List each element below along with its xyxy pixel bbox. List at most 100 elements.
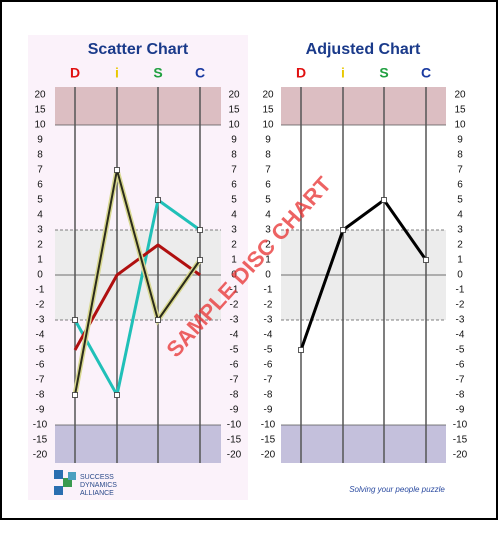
y-tick-label: 9 [231, 135, 237, 146]
point-marker [298, 347, 304, 353]
y-tick-label: 20 [262, 90, 274, 101]
y-tick-label: 20 [228, 90, 240, 101]
point-marker [381, 197, 387, 203]
y-tick-label: -8 [230, 390, 239, 401]
y-tick-label: 1 [265, 255, 271, 266]
y-tick-label: -1 [264, 285, 273, 296]
logo-text: SUCCESS [80, 474, 114, 481]
y-tick-label: 3 [37, 225, 43, 236]
y-tick-label: 4 [37, 210, 43, 221]
y-tick-label: 7 [37, 165, 43, 176]
y-tick-label: -10 [227, 420, 242, 431]
series-line [74, 169, 201, 396]
band [55, 425, 221, 463]
y-tick-label: -5 [264, 345, 273, 356]
y-tick-label: -1 [230, 285, 239, 296]
logo-piece [63, 478, 72, 487]
y-tick-label: -4 [264, 330, 273, 341]
category-label: D [70, 65, 80, 81]
y-tick-label: 10 [34, 120, 46, 131]
point-marker [72, 317, 78, 323]
series-line [73, 243, 201, 351]
y-tick-label: 7 [265, 165, 271, 176]
y-tick-label: 1 [231, 255, 237, 266]
y-tick-label: 2 [457, 240, 463, 251]
y-tick-label: -6 [230, 360, 239, 371]
y-tick-label: 9 [457, 135, 463, 146]
point-marker [72, 392, 78, 398]
tagline: Solving your people puzzle [349, 485, 445, 494]
logo-piece [54, 470, 63, 479]
y-tick-label: -7 [36, 375, 45, 386]
y-tick-label: 8 [37, 150, 43, 161]
y-tick-label: 10 [262, 120, 274, 131]
y-tick-label: 3 [231, 225, 237, 236]
point-marker [423, 257, 429, 263]
y-tick-label: -2 [230, 300, 239, 311]
y-tick-label: -4 [456, 330, 465, 341]
logo-piece [54, 486, 63, 495]
point-marker [114, 167, 120, 173]
y-tick-label: -1 [456, 285, 465, 296]
y-tick-label: -1 [36, 285, 45, 296]
y-tick-label: -2 [264, 300, 273, 311]
y-tick-label: 20 [34, 90, 46, 101]
y-tick-label: -8 [36, 390, 45, 401]
y-tick-label: -6 [456, 360, 465, 371]
y-tick-label: -15 [227, 435, 242, 446]
logo-text: DYNAMICS [80, 482, 117, 489]
y-tick-label: 15 [34, 105, 46, 116]
y-tick-label: -8 [264, 390, 273, 401]
y-tick-label: 3 [457, 225, 463, 236]
y-tick-label: 6 [37, 180, 43, 191]
y-tick-label: -7 [456, 375, 465, 386]
y-tick-label: -2 [456, 300, 465, 311]
y-tick-label: -4 [36, 330, 45, 341]
y-tick-label: 0 [231, 270, 237, 281]
y-tick-label: 5 [457, 195, 463, 206]
y-tick-label: -6 [36, 360, 45, 371]
y-tick-label: 15 [262, 105, 274, 116]
y-tick-label: -20 [227, 450, 242, 461]
y-tick-label: 9 [37, 135, 43, 146]
y-tick-label: -7 [264, 375, 273, 386]
y-tick-label: -5 [36, 345, 45, 356]
y-tick-label: 1 [457, 255, 463, 266]
y-tick-label: 8 [457, 150, 463, 161]
y-tick-label: 4 [231, 210, 237, 221]
logo: SUCCESS DYNAMICS ALLIANCE [54, 470, 117, 497]
series-line [73, 198, 201, 397]
y-tick-label: 9 [265, 135, 271, 146]
y-tick-label: 10 [454, 120, 466, 131]
y-tick-label: -9 [230, 405, 239, 416]
y-tick-label: 4 [457, 210, 463, 221]
y-tick-label: -9 [264, 405, 273, 416]
logo-text: ALLIANCE [80, 490, 114, 497]
y-tick-label: -6 [264, 360, 273, 371]
y-tick-label: -15 [33, 435, 48, 446]
y-tick-label: 7 [231, 165, 237, 176]
y-tick-label: 2 [231, 240, 237, 251]
y-tick-label: -20 [261, 450, 276, 461]
y-tick-label: -10 [33, 420, 48, 431]
y-tick-label: -8 [456, 390, 465, 401]
y-tick-label: -5 [456, 345, 465, 356]
y-tick-label: -15 [453, 435, 468, 446]
y-tick-label: 3 [265, 225, 271, 236]
point-marker [197, 227, 203, 233]
point-marker [155, 317, 161, 323]
y-tick-label: -5 [230, 345, 239, 356]
y-tick-label: -9 [36, 405, 45, 416]
y-tick-label: 20 [454, 90, 466, 101]
y-tick-label: 4 [265, 210, 271, 221]
y-tick-label: -3 [230, 315, 239, 326]
y-tick-label: 5 [37, 195, 43, 206]
category-label: C [421, 65, 431, 81]
y-tick-label: -2 [36, 300, 45, 311]
point-marker [155, 197, 161, 203]
chart-title: Adjusted Chart [306, 41, 421, 58]
y-tick-label: 5 [265, 195, 271, 206]
point-marker [340, 227, 346, 233]
y-tick-label: -3 [36, 315, 45, 326]
